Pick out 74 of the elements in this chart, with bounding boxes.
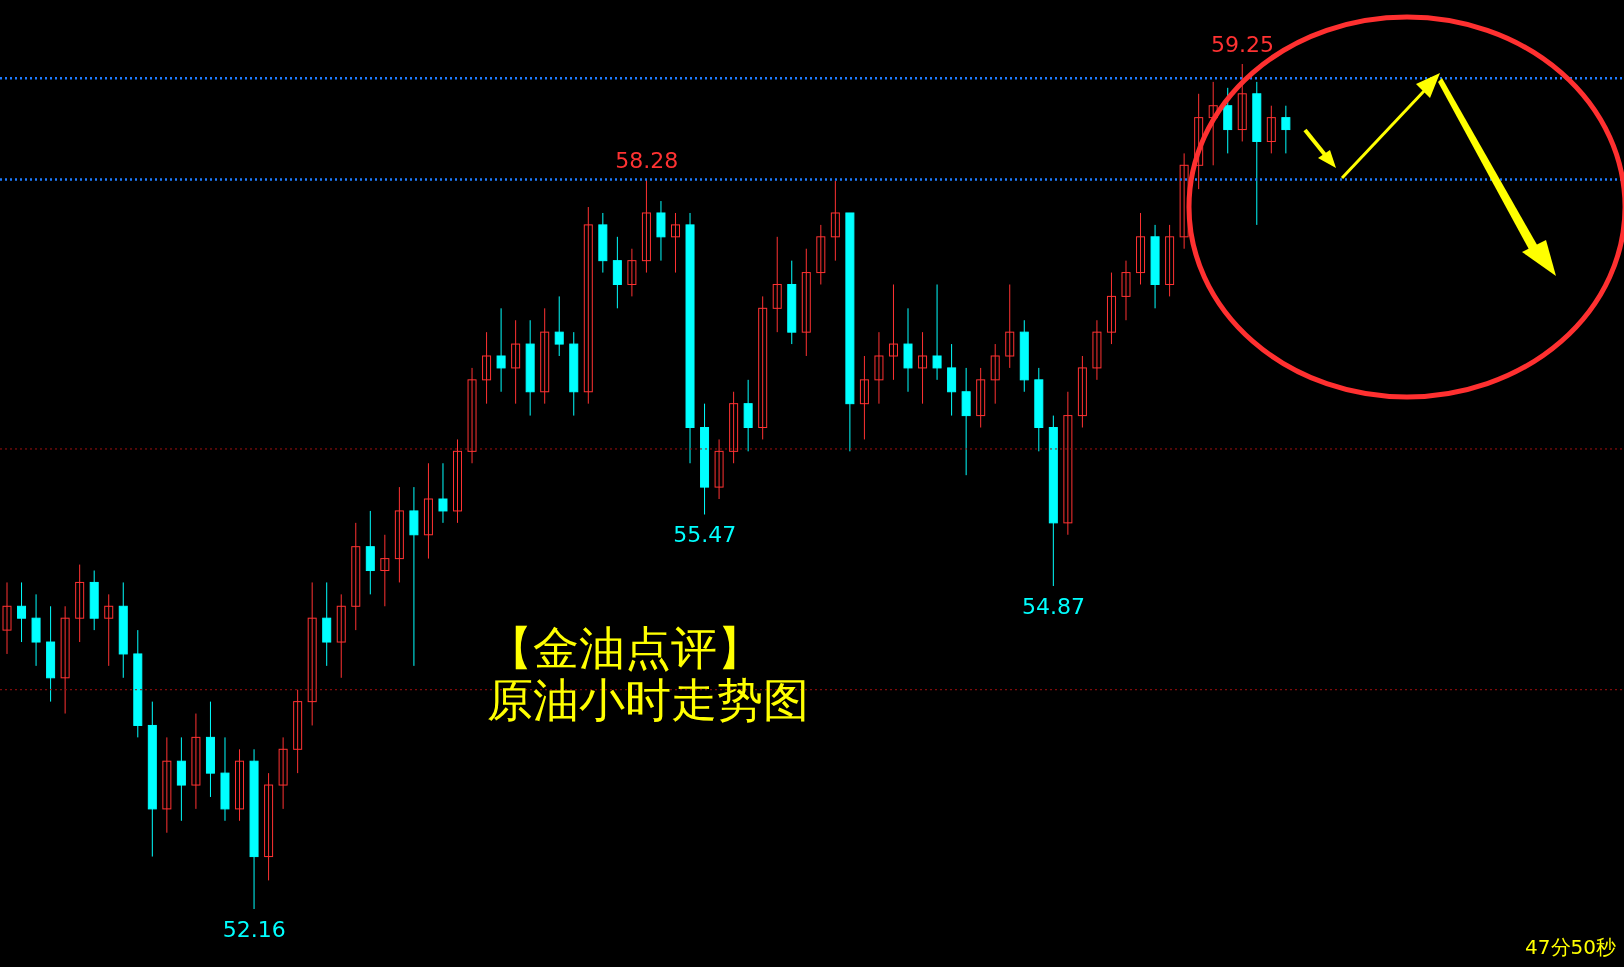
candlestick bbox=[1005, 283, 1015, 369]
candlestick bbox=[670, 212, 680, 274]
candlestick bbox=[1136, 212, 1146, 285]
candlestick bbox=[554, 295, 564, 357]
candlestick bbox=[336, 593, 346, 679]
candlestick bbox=[1237, 64, 1247, 142]
candlestick bbox=[830, 180, 840, 262]
candlestick bbox=[932, 283, 942, 381]
candlestick bbox=[772, 236, 782, 333]
candlestick bbox=[743, 379, 753, 452]
candlestick bbox=[162, 736, 172, 834]
candlestick bbox=[60, 605, 70, 715]
candlestick bbox=[656, 200, 666, 262]
candlestick bbox=[322, 581, 332, 667]
candlestick bbox=[423, 462, 433, 560]
candlestick bbox=[278, 736, 288, 810]
candlestick bbox=[191, 713, 201, 810]
candlestick bbox=[729, 391, 739, 464]
annotation: 55.47 bbox=[673, 522, 737, 548]
candlestick bbox=[496, 307, 506, 393]
candlestick bbox=[264, 772, 274, 881]
candlestick bbox=[990, 343, 1000, 405]
candlestick bbox=[874, 331, 884, 405]
candlestick bbox=[1165, 224, 1175, 297]
candlestick bbox=[2, 581, 12, 655]
candlestick bbox=[903, 307, 913, 393]
candlestick bbox=[1077, 355, 1087, 428]
candlestick bbox=[627, 248, 637, 297]
candlestick bbox=[1063, 391, 1073, 536]
candlestick bbox=[859, 355, 869, 440]
candlestick bbox=[816, 224, 826, 285]
candlestick bbox=[17, 581, 27, 643]
candlestick bbox=[453, 438, 463, 524]
candlestick bbox=[918, 331, 928, 405]
candlestick bbox=[641, 179, 651, 274]
candlestick bbox=[961, 367, 971, 476]
candlestick bbox=[1092, 319, 1102, 381]
candlestick bbox=[293, 689, 303, 774]
candlestick bbox=[380, 534, 390, 607]
candlestick bbox=[104, 593, 114, 667]
candlestick bbox=[176, 736, 186, 822]
candlestick bbox=[1106, 272, 1116, 345]
candlestick bbox=[409, 486, 419, 667]
text: 【金油点评】 bbox=[487, 621, 764, 675]
candlestick bbox=[467, 367, 477, 464]
candlestick bbox=[307, 581, 317, 726]
candlestick bbox=[1281, 105, 1291, 154]
candlestick bbox=[801, 248, 811, 357]
candlestick bbox=[1121, 260, 1131, 321]
annotation: 59.25 bbox=[1211, 32, 1275, 57]
text: 原油小时走势图 bbox=[487, 673, 809, 727]
candlestick bbox=[758, 295, 768, 440]
annotation: 52.16 bbox=[222, 916, 286, 942]
candlestick bbox=[394, 486, 404, 583]
candlestick bbox=[75, 564, 85, 643]
candlestick bbox=[365, 510, 375, 595]
candlestick bbox=[351, 522, 361, 631]
annotation: 54.87 bbox=[1022, 593, 1086, 619]
candlestick bbox=[540, 307, 550, 405]
candlestick bbox=[947, 343, 957, 417]
annotation: 58.28 bbox=[615, 147, 679, 173]
candlestick bbox=[438, 462, 448, 524]
candlestick bbox=[1223, 87, 1233, 154]
candlestick bbox=[1266, 105, 1276, 154]
candlestick bbox=[612, 236, 622, 309]
candlestick bbox=[482, 331, 492, 405]
candlestick bbox=[714, 438, 724, 500]
candlestick bbox=[235, 748, 245, 822]
candlestick bbox=[511, 319, 521, 405]
candlestick bbox=[583, 206, 593, 405]
text: 47分50秒 bbox=[1525, 934, 1616, 961]
candlestick bbox=[976, 367, 986, 428]
candlestick bbox=[888, 283, 898, 381]
candlestick bbox=[31, 593, 41, 667]
